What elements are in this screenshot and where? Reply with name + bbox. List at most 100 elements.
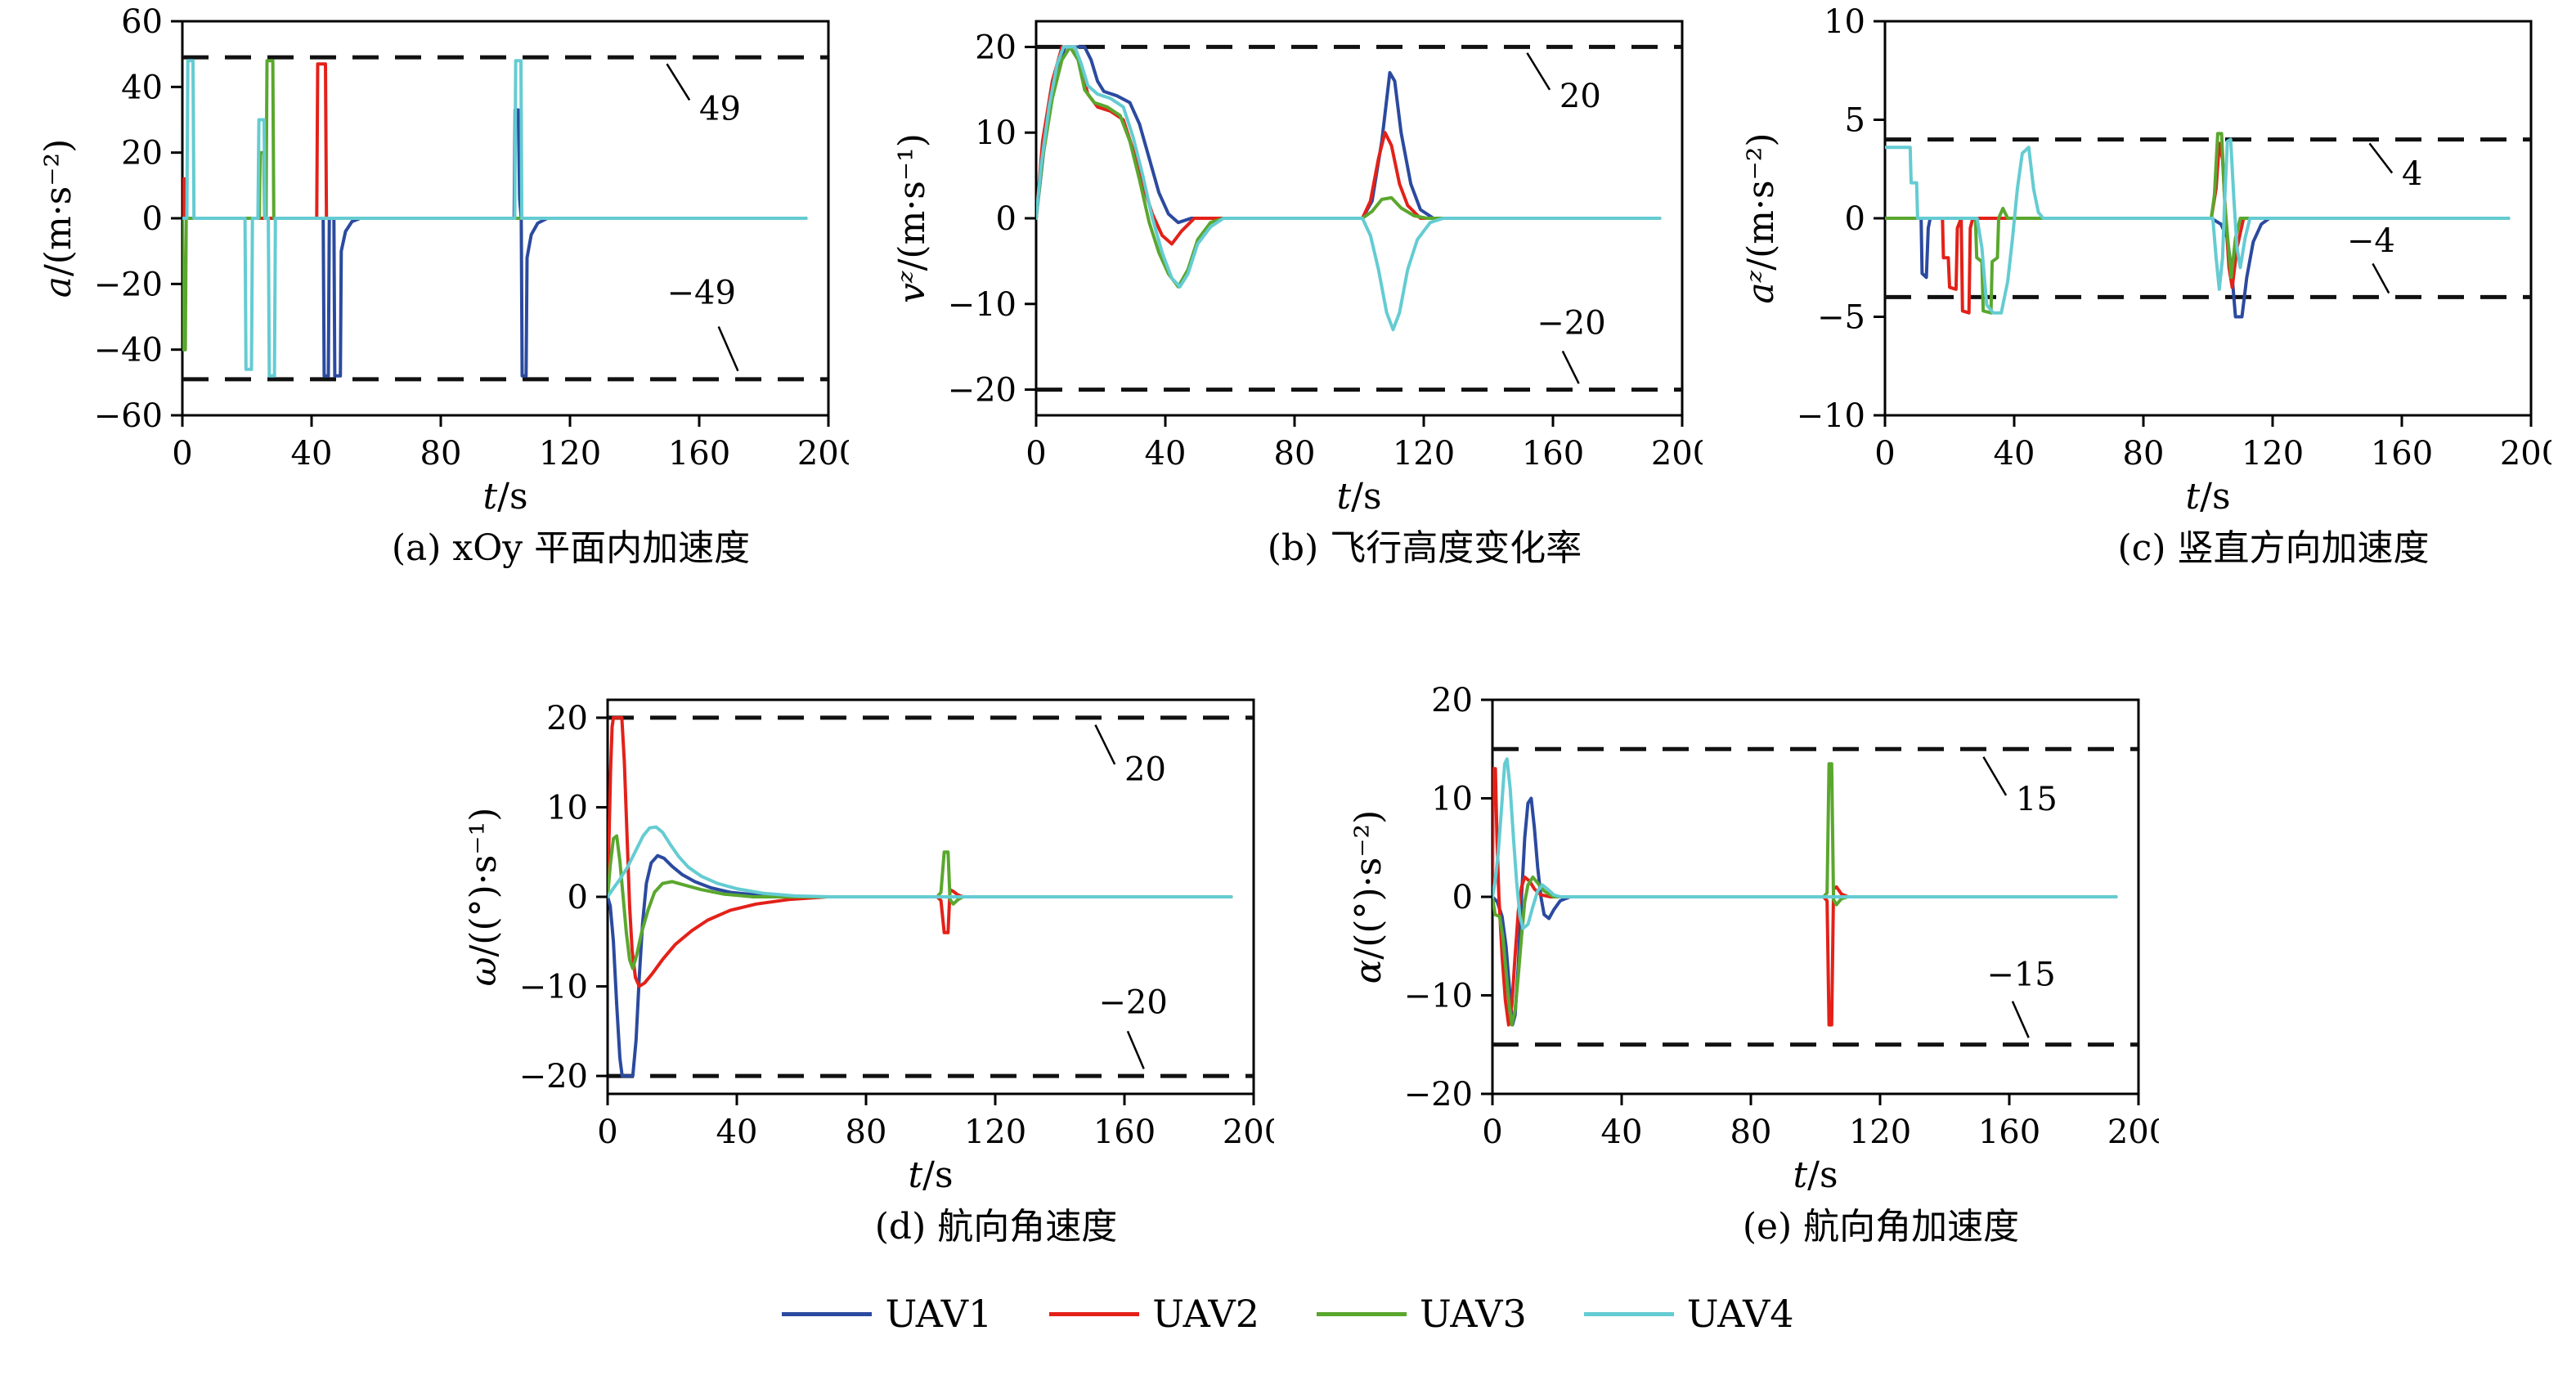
legend-label: UAV3 [1420, 1292, 1527, 1336]
y-tick-label: 10 [1431, 781, 1473, 818]
x-tick-label: 200 [1651, 435, 1703, 473]
y-tick-label: 0 [996, 200, 1016, 238]
chart-altitude-rate: 0 40 80 120 160 200 −20 −10 0 10 20 20 −20 t/s vᶻ/(m·s… [885, 7, 1703, 571]
x-tick-label: 120 [964, 1113, 1026, 1151]
bound-leader-line [2368, 142, 2394, 174]
x-tick-label: 0 [597, 1113, 617, 1151]
y-tick-label: −5 [1817, 299, 1865, 337]
x-tick-label: 40 [291, 435, 333, 473]
bound-leader-line [2372, 262, 2390, 294]
y-tick-label: 5 [1845, 102, 1865, 140]
x-tick-label: 80 [846, 1113, 887, 1151]
chart-heading-rate: 0 40 80 120 160 200 −20 −10 0 10 20 20 −20 t/s ω/((°)·… [456, 685, 1274, 1249]
series-line-uav4 [1036, 45, 1662, 332]
y-tick-label: −20 [948, 372, 1016, 410]
bound-leader-line [1094, 724, 1116, 765]
series-line-uav3 [1492, 762, 2118, 1027]
x-tick-label: 160 [2371, 435, 2433, 473]
x-tick-label: 160 [668, 435, 730, 473]
series-line-uav1 [608, 854, 1233, 1078]
y-tick-label: −20 [519, 1058, 588, 1095]
bound-leader-line [1126, 1030, 1145, 1069]
y-tick-label: −40 [94, 332, 163, 370]
y-tick-label: −20 [94, 266, 163, 303]
x-tick-label: 120 [1849, 1113, 1911, 1151]
series-line-uav3 [1885, 132, 2511, 315]
y-tick-label: −10 [1797, 397, 1865, 435]
legend-line-sample [1049, 1311, 1140, 1316]
chart-altitude-rate-plot: 0 40 80 120 160 200 −20 −10 0 10 20 20 −20 t/s vᶻ/(m·s… [891, 20, 1703, 513]
chart-vertical-acceleration-caption: (c) 竖直方向加速度 [2117, 527, 2430, 569]
x-axis-label: t/s [1336, 476, 1381, 513]
y-axis-label: α/((°)·s⁻²) [1348, 810, 1389, 984]
y-tick-label: 10 [1824, 7, 1865, 41]
series-line-uav1 [1492, 796, 2118, 1027]
legend-line-sample [1317, 1311, 1407, 1316]
x-tick-label: 200 [2500, 435, 2551, 473]
y-tick-label: 0 [1845, 200, 1865, 238]
bound-leader-line [1561, 350, 1580, 384]
y-tick-label: 10 [546, 789, 588, 827]
x-tick-label: 80 [2123, 435, 2165, 473]
chart-altitude-rate-caption: (b) 飞行高度变化率 [1267, 527, 1582, 569]
chart-heading-acceleration-plot: 0 40 80 120 160 200 −20 −10 0 10 20 15 −15 t/s α/((°)·… [1348, 685, 2159, 1192]
series-line-uav4 [608, 825, 1233, 898]
y-tick-label: 20 [975, 29, 1016, 66]
chart-heading-acceleration: 0 40 80 120 160 200 −20 −10 0 10 20 15 −15 t/s α/((°)·… [1341, 685, 2159, 1249]
x-tick-label: 80 [1274, 435, 1316, 473]
x-tick-label: 160 [1093, 1113, 1156, 1151]
y-tick-label: 20 [546, 700, 588, 737]
bound-label: −20 [1537, 304, 1605, 342]
x-tick-label: 80 [420, 435, 462, 473]
y-tick-label: −60 [94, 397, 163, 435]
series-line-uav4 [1885, 137, 2511, 315]
bound-leader-line [1526, 52, 1551, 91]
bound-label: 49 [699, 91, 741, 128]
bound-leader-line [717, 326, 739, 372]
series-line-uav4 [1492, 757, 2118, 930]
x-tick-label: 40 [716, 1113, 758, 1151]
x-tick-label: 200 [797, 435, 849, 473]
chart-xoy-acceleration: 0 40 80 120 160 200 −60 −40 −20 0 20 40 60 49 −49 t/s a/… [31, 7, 849, 571]
bound-leader-line [1982, 756, 2008, 796]
y-axis-label: aᶻ/(m·s⁻²) [1740, 132, 1782, 303]
x-tick-label: 200 [1223, 1113, 1274, 1151]
x-axis-label: t/s [1793, 1154, 1838, 1192]
bound-label: 20 [1560, 78, 1601, 115]
series-line-uav3 [1036, 45, 1662, 289]
chart-xoy-acceleration-caption: (a) xOy 平面内加速度 [391, 527, 751, 569]
legend-line-sample [782, 1311, 873, 1316]
chart-vertical-acceleration: 04080120160200−10−505104−4t/saᶻ/(m·s⁻²) … [1734, 7, 2551, 571]
chart-heading-rate-plot: 0 40 80 120 160 200 −20 −10 0 10 20 20 −20 t/s ω/((°)·… [463, 698, 1274, 1192]
legend-label: UAV4 [1686, 1292, 1794, 1336]
x-tick-label: 40 [1994, 435, 2035, 473]
y-axis-label: ω/((°)·s⁻¹) [463, 808, 505, 987]
y-tick-label: 0 [568, 879, 588, 916]
y-tick-label: 40 [121, 69, 163, 106]
x-tick-label: 160 [1522, 435, 1584, 473]
chart-heading-acceleration-caption: (e) 航向角加速度 [1742, 1206, 2020, 1248]
chart-xoy-acceleration-plot: 0 40 80 120 160 200 −60 −40 −20 0 20 40 60 49 −49 t/s a/… [38, 7, 849, 513]
y-tick-label: 0 [142, 200, 163, 238]
y-tick-label: 10 [975, 114, 1016, 152]
x-tick-label: 120 [2242, 435, 2304, 473]
bound-label: 15 [2016, 781, 2058, 818]
x-tick-label: 40 [1601, 1113, 1643, 1151]
series-line-uav2 [1492, 767, 2118, 1027]
x-tick-label: 160 [1978, 1113, 2040, 1151]
y-tick-label: 20 [1431, 685, 1473, 719]
series-line-uav1 [1036, 45, 1662, 225]
y-tick-label: −10 [519, 969, 588, 1006]
x-axis-label: t/s [482, 476, 527, 513]
x-tick-label: 0 [1874, 435, 1895, 473]
x-tick-label: 40 [1145, 435, 1187, 473]
x-tick-label: 80 [1730, 1113, 1772, 1151]
chart-vertical-acceleration-plot: 0 40 80 120 160 200 −10 −5 0 5 10 4−4 t/s aᶻ/(m·s⁻²) [1740, 7, 2551, 513]
legend-item-uav4: UAV4 [1583, 1292, 1794, 1336]
bound-label: −4 [2347, 222, 2395, 260]
y-tick-label: 60 [121, 7, 163, 41]
x-axis-label: t/s [2185, 476, 2230, 513]
x-tick-label: 120 [539, 435, 601, 473]
y-tick-label: −20 [1404, 1076, 1473, 1113]
